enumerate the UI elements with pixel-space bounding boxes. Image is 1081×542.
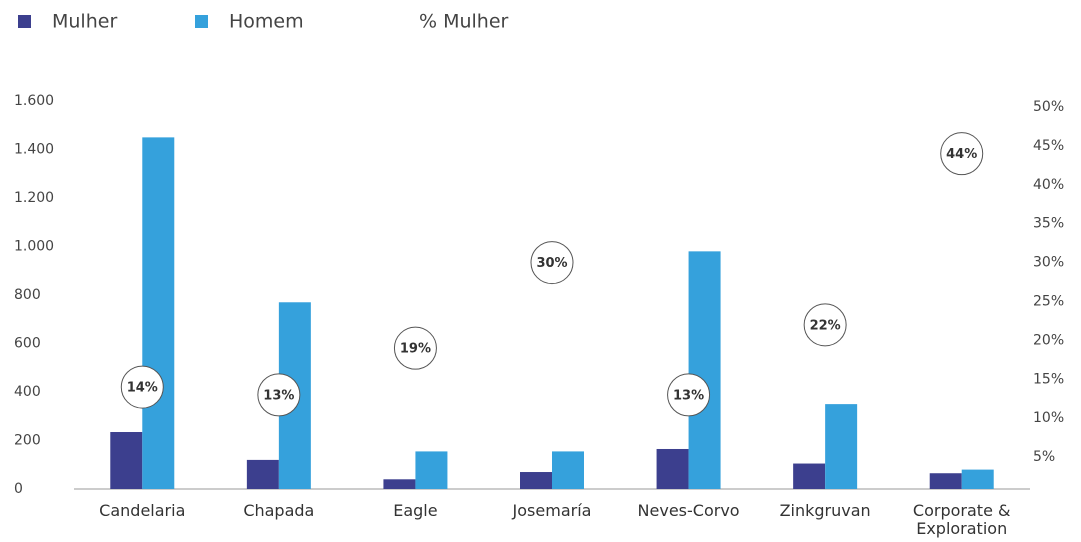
bar — [825, 404, 858, 489]
legend-swatch — [388, 14, 402, 28]
legend-label: % Mulher — [419, 11, 509, 33]
y2-tick-label: 30% — [1033, 255, 1064, 271]
percent-label: 13% — [673, 388, 704, 403]
percent-label: 22% — [810, 318, 841, 333]
y2-tick-label: 35% — [1033, 216, 1064, 232]
legend-swatch — [195, 15, 208, 28]
percent-marker — [530, 241, 574, 285]
percent-marker — [393, 326, 437, 370]
percent-label: 44% — [946, 147, 977, 162]
percent-marker — [120, 365, 164, 409]
y-tick-label: 400 — [14, 384, 41, 400]
y-tick-label: 600 — [14, 336, 41, 352]
legend-label: Mulher — [52, 11, 117, 33]
y2-tick-label: 50% — [1033, 99, 1064, 115]
y-tick-label: 1.000 — [14, 239, 54, 255]
y-tick-label: 1.600 — [14, 93, 54, 109]
bar — [142, 137, 175, 489]
bar — [110, 432, 143, 489]
percent-marker — [667, 373, 711, 417]
bar — [929, 473, 962, 489]
x-tick-label: Eagle — [393, 501, 438, 520]
percent-marker — [940, 132, 984, 176]
bar — [520, 472, 552, 489]
y-tick-label: 1.400 — [14, 142, 54, 158]
percent-marker — [257, 373, 301, 417]
legend-swatch — [18, 15, 31, 28]
y-tick-label: 0 — [14, 481, 23, 497]
bar — [246, 459, 279, 489]
bar — [961, 469, 994, 489]
percent-label: 19% — [400, 342, 431, 357]
bar — [552, 451, 584, 489]
bar — [415, 451, 448, 489]
y2-tick-label: 15% — [1033, 371, 1064, 387]
percent-label: 14% — [127, 381, 158, 396]
bar — [656, 448, 689, 489]
bar — [688, 251, 721, 489]
legend-label: Homem — [229, 11, 304, 33]
x-tick-label: Zinkgruvan — [779, 501, 871, 520]
bar — [383, 479, 416, 489]
bar — [793, 463, 826, 489]
x-tick-label: Josemaría — [512, 501, 592, 520]
percent-label: 13% — [263, 388, 294, 403]
y2-tick-label: 40% — [1033, 177, 1064, 193]
y2-tick-label: 10% — [1033, 410, 1064, 426]
y-tick-label: 1.200 — [14, 190, 54, 206]
x-tick-label: Candelaria — [99, 501, 186, 520]
x-tick-label: Corporate & Exploration — [912, 501, 1011, 538]
y2-tick-label: 25% — [1033, 294, 1064, 310]
y2-tick-label: 5% — [1033, 449, 1055, 465]
x-tick-label: Neves-Corvo — [637, 501, 740, 520]
y2-tick-label: 45% — [1033, 138, 1064, 154]
y-tick-label: 200 — [14, 433, 41, 449]
percent-marker — [803, 303, 847, 347]
x-tick-label: Chapada — [243, 501, 315, 520]
percent-label: 30% — [536, 256, 567, 271]
y-tick-label: 800 — [14, 287, 41, 303]
y2-tick-label: 20% — [1033, 332, 1064, 348]
